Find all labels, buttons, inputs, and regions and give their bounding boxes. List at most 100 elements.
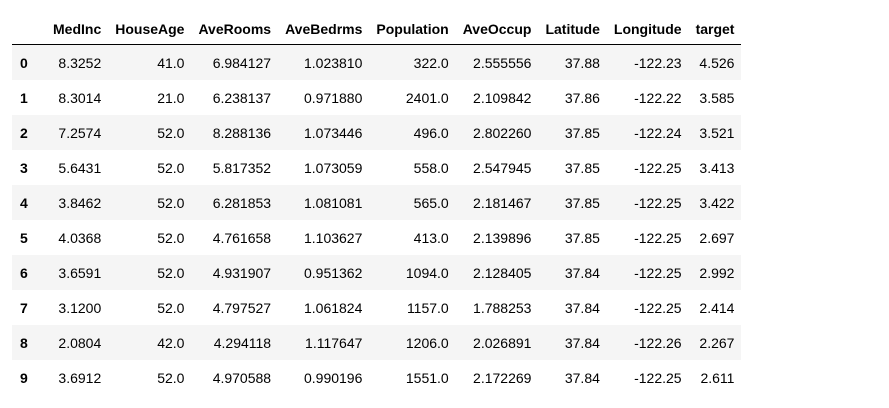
table-cell: 2.611 <box>700 369 735 386</box>
table-cell: 2.267 <box>699 334 735 351</box>
column-header: HouseAge <box>108 14 192 45</box>
table-cell: 1.117647 <box>305 334 363 351</box>
table-body: 0 8.3252 41.0 6.984127 1.023810 322.0 2.555556… <box>12 44 742 395</box>
table-cell: -122.25 <box>634 369 682 386</box>
row-index: 3 <box>20 159 28 176</box>
row-index: 7 <box>20 299 28 316</box>
column-header: AveOccup <box>455 14 539 45</box>
table-cell: 2.697 <box>699 229 735 246</box>
table-cell: 413.0 <box>413 229 449 246</box>
row-index: 2 <box>20 124 28 141</box>
table-cell: 2.547945 <box>473 159 532 176</box>
table-cell: 37.84 <box>564 264 600 281</box>
table-cell: 37.84 <box>564 369 600 386</box>
table-row: 5 4.0368 52.0 4.761658 1.103627 413.0 2.139896… <box>12 220 742 255</box>
table-cell: 2.555556 <box>473 54 532 71</box>
table-cell: -122.25 <box>634 264 682 281</box>
table-cell: 52.0 <box>157 124 185 141</box>
table-cell: 1094.0 <box>405 264 449 281</box>
table-cell: -122.26 <box>634 334 682 351</box>
table-cell: 0.971880 <box>303 89 363 106</box>
table-cell: 5.6431 <box>58 159 102 176</box>
table-cell: 2.181467 <box>473 194 532 211</box>
table-cell: 3.6912 <box>58 369 102 386</box>
table-cell: -122.25 <box>634 299 682 316</box>
table-cell: 1.061824 <box>303 299 363 316</box>
table-cell: 2.139896 <box>473 229 532 246</box>
table-cell: -122.23 <box>634 54 682 71</box>
table-cell: 1551.0 <box>405 369 449 386</box>
dataframe-table: MedInc HouseAge AveRooms AveBedrms Popul… <box>12 14 742 395</box>
table-cell: 7.2574 <box>58 124 102 141</box>
table-cell: 4.0368 <box>58 229 102 246</box>
table-row: 8 2.0804 42.0 4.294118 1.117647 1206.0 2.02689… <box>12 325 742 360</box>
table-cell: 2.109842 <box>473 89 532 106</box>
table-cell: 2.992 <box>699 264 735 281</box>
table-cell: 1.023810 <box>303 54 363 71</box>
table-cell: 8.3014 <box>58 89 102 106</box>
table-cell: 565.0 <box>413 194 449 211</box>
table-cell: 2.802260 <box>473 124 532 141</box>
table-cell: 1157.0 <box>406 299 449 316</box>
table-cell: 3.413 <box>699 159 735 176</box>
table-cell: 52.0 <box>157 159 185 176</box>
table-cell: 4.761658 <box>212 229 272 246</box>
table-cell: 0.990196 <box>303 369 363 386</box>
table-cell: 1206.0 <box>405 334 449 351</box>
table-cell: 496.0 <box>413 124 449 141</box>
table-cell: 52.0 <box>157 299 185 316</box>
table-row: 7 3.1200 52.0 4.797527 1.061824 1157.0 1.78825… <box>12 290 742 325</box>
column-header: target <box>688 14 742 45</box>
dataframe-output: MedInc HouseAge AveRooms AveBedrms Popul… <box>12 14 742 395</box>
table-cell: 3.1200 <box>58 299 102 316</box>
table-cell: 3.6591 <box>58 264 102 281</box>
table-cell: 2.026891 <box>473 334 532 351</box>
row-index: 6 <box>20 264 28 281</box>
column-header: Longitude <box>606 14 689 45</box>
table-cell: 8.3252 <box>58 54 102 71</box>
table-cell: 52.0 <box>157 229 185 246</box>
table-row: 4 3.8462 52.0 6.281853 1.081081 565.0 2.181467… <box>12 185 742 220</box>
table-cell: 3.521 <box>699 124 735 141</box>
column-header: AveRooms <box>191 14 279 45</box>
table-cell: -122.22 <box>634 89 682 106</box>
table-cell: 1.073059 <box>303 159 363 176</box>
table-cell: 0.951362 <box>303 264 363 281</box>
table-cell: 37.84 <box>564 299 600 316</box>
row-index: 1 <box>20 89 28 106</box>
row-index: 9 <box>20 369 28 386</box>
table-row: 9 3.6912 52.0 4.970588 0.990196 1551.0 2.17226… <box>12 360 742 395</box>
column-header: Latitude <box>538 14 607 45</box>
table-cell: 52.0 <box>157 264 185 281</box>
table-cell: -122.25 <box>634 229 682 246</box>
table-cell: 1.081081 <box>303 194 363 211</box>
table-cell: 6.281853 <box>212 194 272 211</box>
table-cell: 4.797527 <box>212 299 272 316</box>
table-row: 1 8.3014 21.0 6.238137 0.971880 2401.0 2.10984… <box>12 80 742 115</box>
table-cell: 1.073446 <box>303 124 363 141</box>
table-cell: 5.817352 <box>212 159 272 176</box>
table-cell: -122.25 <box>634 194 682 211</box>
row-index: 4 <box>20 194 28 211</box>
row-index: 0 <box>20 54 28 71</box>
table-cell: 2.0804 <box>58 334 102 351</box>
index-header <box>12 14 46 45</box>
table-cell: 52.0 <box>157 194 185 211</box>
table-row: 3 5.6431 52.0 5.817352 1.073059 558.0 2.547945… <box>12 150 742 185</box>
table-cell: 41.0 <box>157 54 185 71</box>
table-header: MedInc HouseAge AveRooms AveBedrms Popul… <box>12 14 742 45</box>
table-cell: 6.238137 <box>212 89 272 106</box>
table-cell: 3.585 <box>699 89 735 106</box>
table-cell: 37.88 <box>564 54 600 71</box>
column-header: MedInc <box>46 14 109 45</box>
column-header: Population <box>369 14 456 45</box>
table-cell: 6.984127 <box>212 54 272 71</box>
table-cell: 37.85 <box>564 229 600 246</box>
table-cell: 1.788253 <box>473 299 532 316</box>
header-row: MedInc HouseAge AveRooms AveBedrms Popul… <box>12 14 742 45</box>
table-cell: 37.85 <box>564 159 600 176</box>
table-cell: 3.422 <box>699 194 735 211</box>
table-cell: 37.85 <box>564 124 600 141</box>
table-cell: 52.0 <box>157 369 185 386</box>
row-index: 8 <box>20 334 28 351</box>
